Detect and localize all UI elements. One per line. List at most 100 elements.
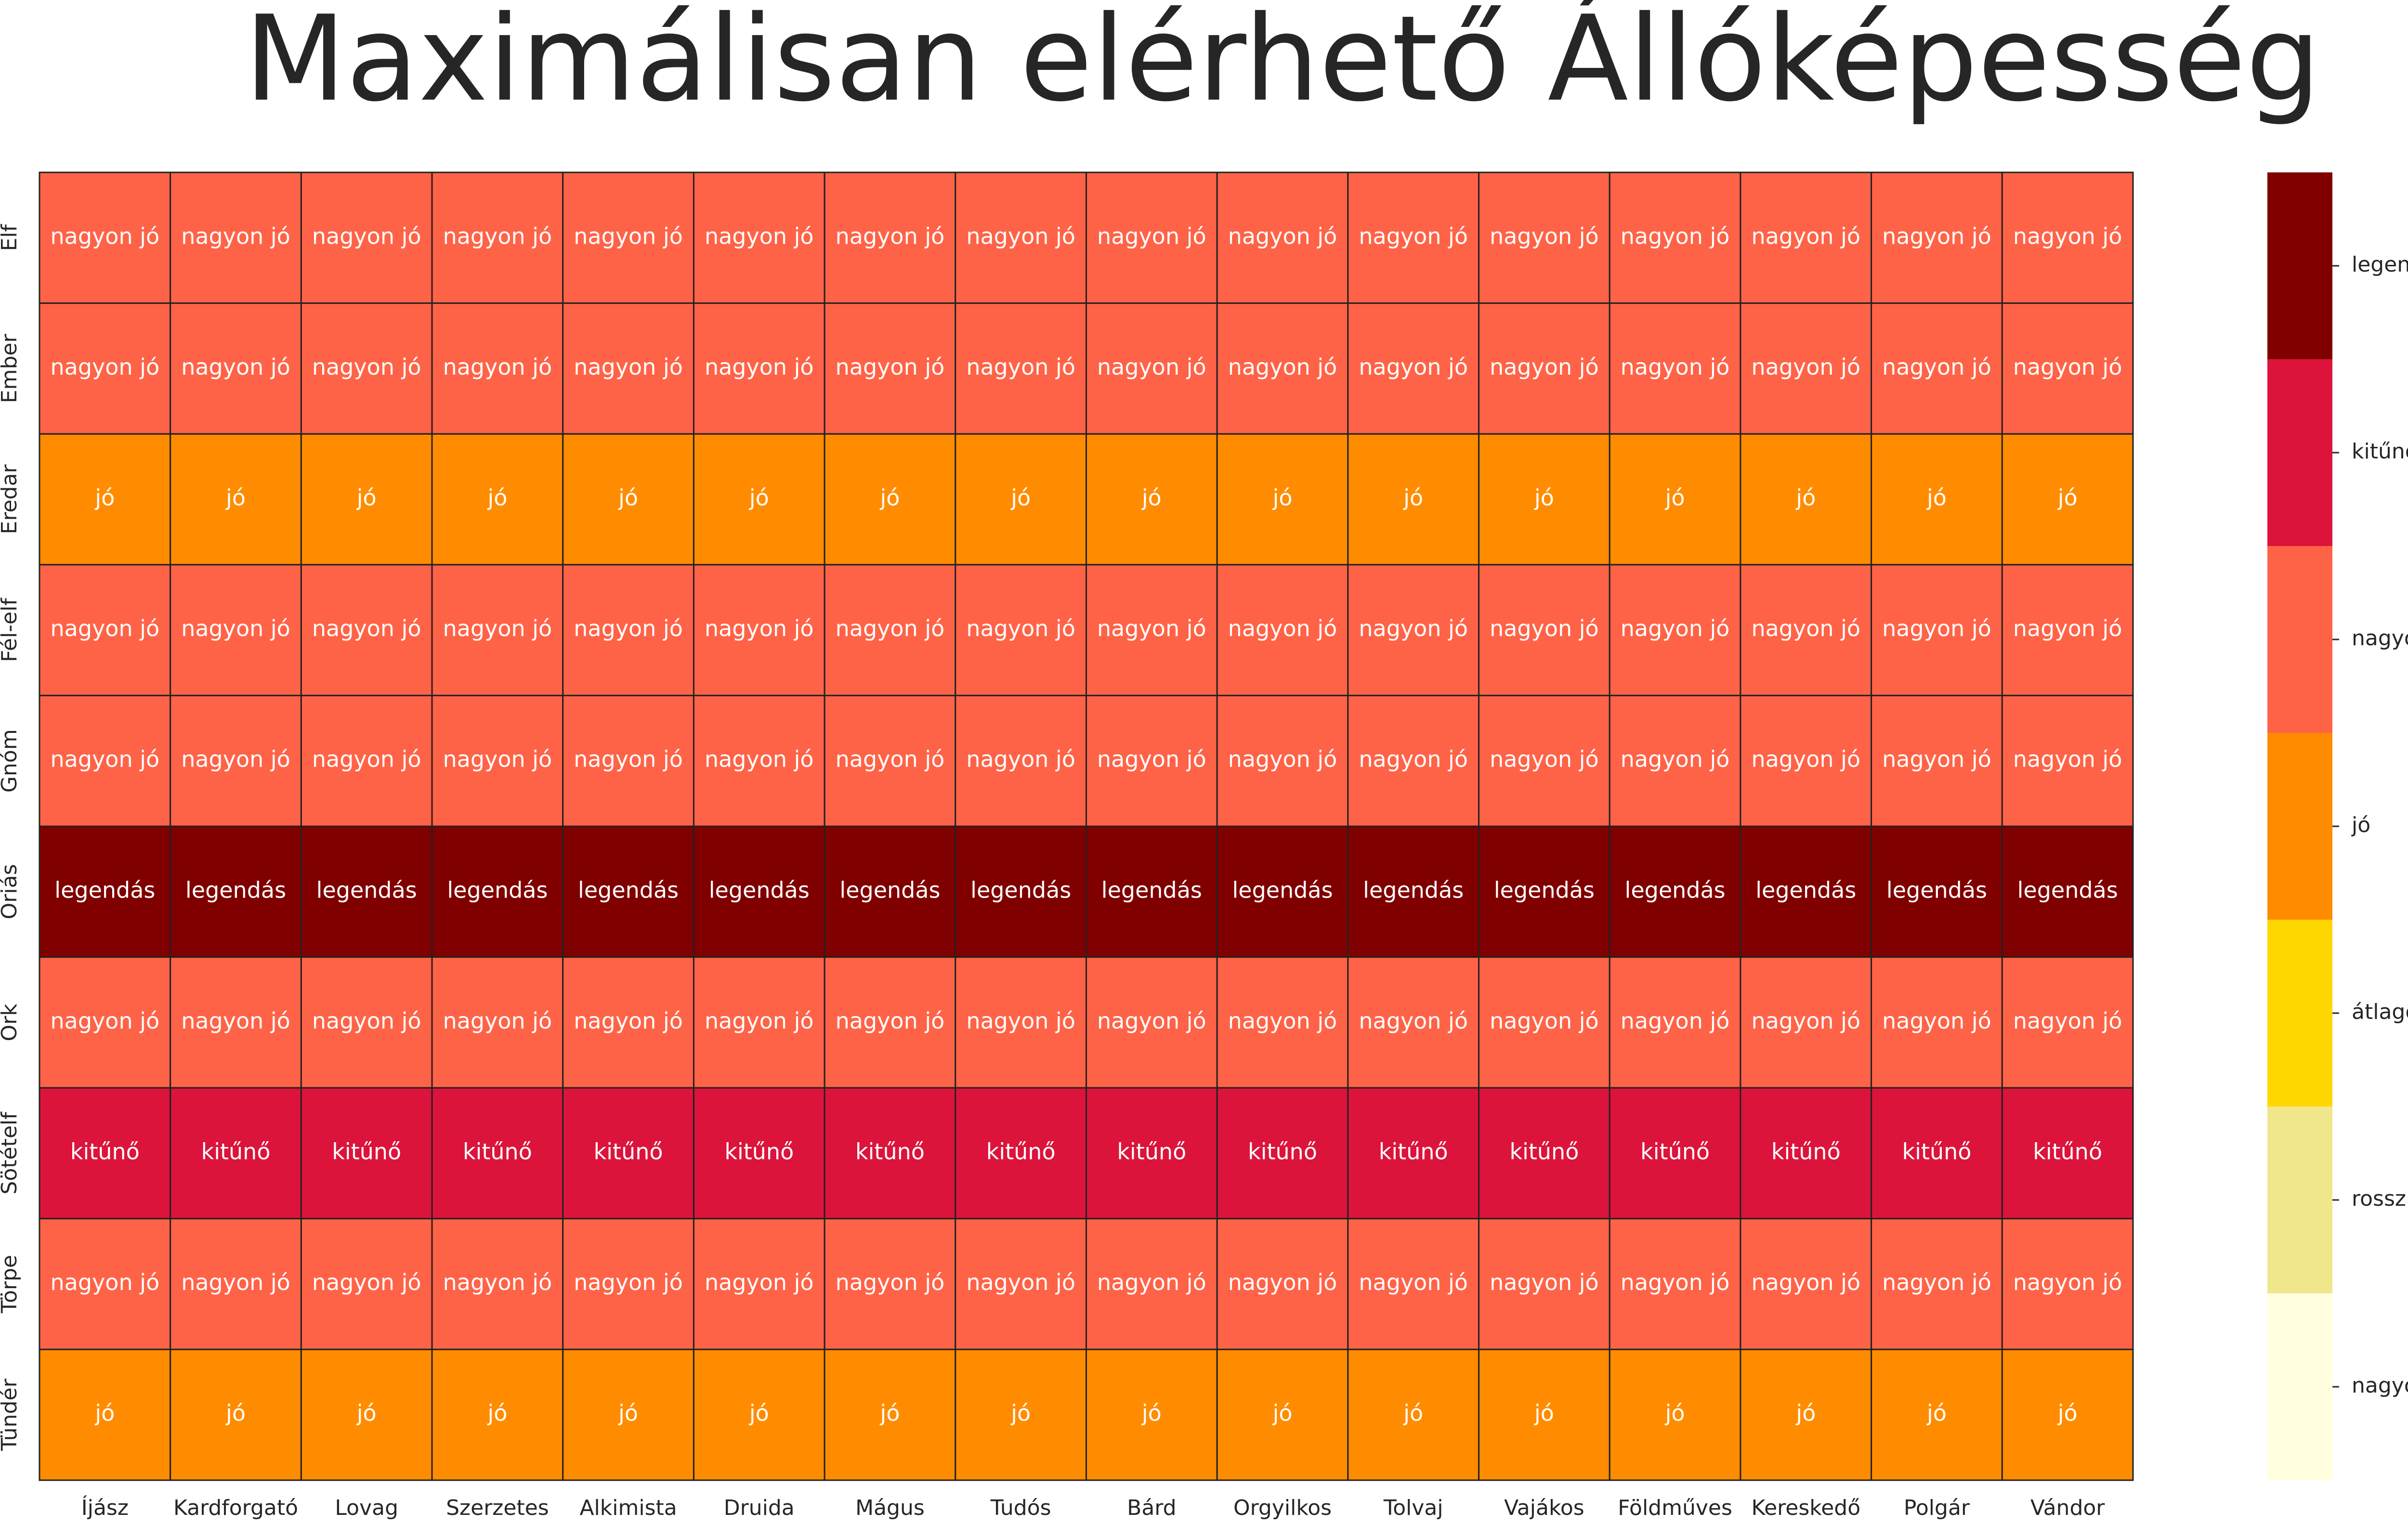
heatmap-cell — [170, 564, 302, 696]
heatmap-cell — [1871, 433, 2003, 566]
cell-label: kitűnő — [1117, 1139, 1186, 1165]
heatmap-cell — [1216, 433, 1349, 566]
heatmap-cell — [1609, 564, 1741, 696]
heatmap-cell — [2001, 433, 2134, 566]
cell-label: nagyon jó — [1097, 1269, 1206, 1295]
heatmap-cell — [170, 1348, 302, 1481]
cell-label: nagyon jó — [836, 354, 945, 380]
heatmap-cell — [39, 302, 171, 435]
heatmap-cell — [39, 956, 171, 1089]
cell-label: nagyon jó — [1097, 1008, 1206, 1034]
heatmap-cell — [170, 825, 302, 958]
heatmap-cell — [1609, 433, 1741, 566]
x-tick-label: Tudós — [990, 1496, 1051, 1520]
heatmap-cell — [1740, 1218, 1872, 1350]
cell-label: nagyon jó — [443, 1008, 552, 1034]
heatmap-cell — [431, 1218, 564, 1350]
heatmap-cell — [431, 956, 564, 1089]
cell-label: jó — [1403, 485, 1423, 511]
heatmap-cell — [1609, 302, 1741, 435]
heatmap-cell — [300, 694, 433, 827]
heatmap-cell — [562, 171, 694, 304]
cell-label: legendás — [1625, 877, 1726, 903]
cell-label: legendás — [1755, 877, 1856, 903]
cell-label: jó — [356, 1400, 377, 1426]
y-tick-label: Ember — [0, 334, 22, 404]
heatmap-cell — [300, 302, 433, 435]
cell-label: nagyon jó — [2013, 746, 2122, 772]
cell-label: jó — [1795, 485, 1816, 511]
heatmap-cell — [824, 956, 956, 1089]
heatmap-cell — [431, 433, 564, 566]
x-tick-label: Tolvaj — [1383, 1496, 1443, 1520]
cell-label: nagyon jó — [1882, 354, 1991, 380]
cell-label: kitűnő — [1640, 1139, 1710, 1165]
y-tick-label: Eredar — [0, 464, 22, 534]
cell-label: nagyon jó — [2013, 615, 2122, 641]
heatmap-cell — [1216, 1348, 1349, 1481]
colorbar-segment — [2267, 172, 2332, 359]
heatmap-cell — [1871, 1218, 2003, 1350]
heatmap-cell — [1347, 302, 1480, 435]
cell-label: nagyon jó — [443, 1269, 552, 1295]
cell-label: legendás — [447, 877, 548, 903]
heatmap-cell — [955, 825, 1087, 958]
cell-label: jó — [880, 1400, 900, 1426]
y-tick-label: Tündér — [0, 1378, 22, 1451]
x-tick-label: Bárd — [1127, 1496, 1176, 1520]
heatmap-cell — [1216, 1087, 1349, 1220]
cell-label: nagyon jó — [312, 354, 421, 380]
heatmap-cell — [170, 1218, 302, 1350]
heatmap-cell — [1347, 433, 1480, 566]
heatmap-cell — [2001, 956, 2134, 1089]
colorbar-segment — [2267, 546, 2332, 733]
cell-label: nagyon jó — [1228, 223, 1337, 249]
cell-label: legendás — [54, 877, 155, 903]
cell-label: nagyon jó — [1490, 1269, 1599, 1295]
heatmap-cell — [955, 433, 1087, 566]
heatmap-cell — [824, 825, 956, 958]
heatmap-cell — [170, 302, 302, 435]
cell-label: nagyon jó — [51, 223, 160, 249]
x-tick-label: Polgár — [1904, 1496, 1970, 1520]
cell-label: jó — [94, 485, 115, 511]
cell-label: kitűnő — [1509, 1139, 1579, 1165]
heatmap-cell — [693, 171, 825, 304]
cell-label: nagyon jó — [181, 354, 290, 380]
cell-label: nagyon jó — [1359, 746, 1468, 772]
cell-label: nagyon jó — [1097, 354, 1206, 380]
heatmap-cell — [562, 433, 694, 566]
cell-label: nagyon jó — [1882, 615, 1991, 641]
cell-label: nagyon jó — [181, 1269, 290, 1295]
cell-label: kitűnő — [594, 1139, 663, 1165]
heatmap-cell — [300, 825, 433, 958]
y-tick-label: Ork — [0, 1004, 22, 1042]
cell-label: nagyon jó — [1228, 615, 1337, 641]
cell-label: nagyon jó — [1359, 615, 1468, 641]
cell-label: nagyon jó — [1751, 223, 1860, 249]
heatmap-cell — [1871, 302, 2003, 435]
heatmap-cell — [1216, 956, 1349, 1089]
colorbar-tick-label: jó — [2351, 813, 2370, 837]
heatmap-cell — [693, 825, 825, 958]
cell-label: nagyon jó — [1097, 223, 1206, 249]
heatmap-cell — [562, 564, 694, 696]
cell-label: jó — [880, 485, 900, 511]
heatmap-cell — [824, 1087, 956, 1220]
cell-label: nagyon jó — [2013, 354, 2122, 380]
cell-label: kitűnő — [1379, 1139, 1448, 1165]
heatmap-cell — [39, 1087, 171, 1220]
x-tick-label: Druida — [724, 1496, 795, 1520]
heatmap-cell — [1740, 1348, 1872, 1481]
y-tick-label: Törpe — [0, 1255, 22, 1314]
heatmap-cell — [562, 1348, 694, 1481]
cell-label: nagyon jó — [312, 223, 421, 249]
heatmap-cell — [1609, 1087, 1741, 1220]
cell-label: nagyon jó — [705, 1269, 814, 1295]
heatmap-cell — [431, 825, 564, 958]
heatmap-cell — [431, 302, 564, 435]
cell-label: nagyon jó — [51, 1269, 160, 1295]
heatmap-cell — [1478, 302, 1610, 435]
cell-label: jó — [487, 485, 507, 511]
cell-label: nagyon jó — [1621, 223, 1730, 249]
